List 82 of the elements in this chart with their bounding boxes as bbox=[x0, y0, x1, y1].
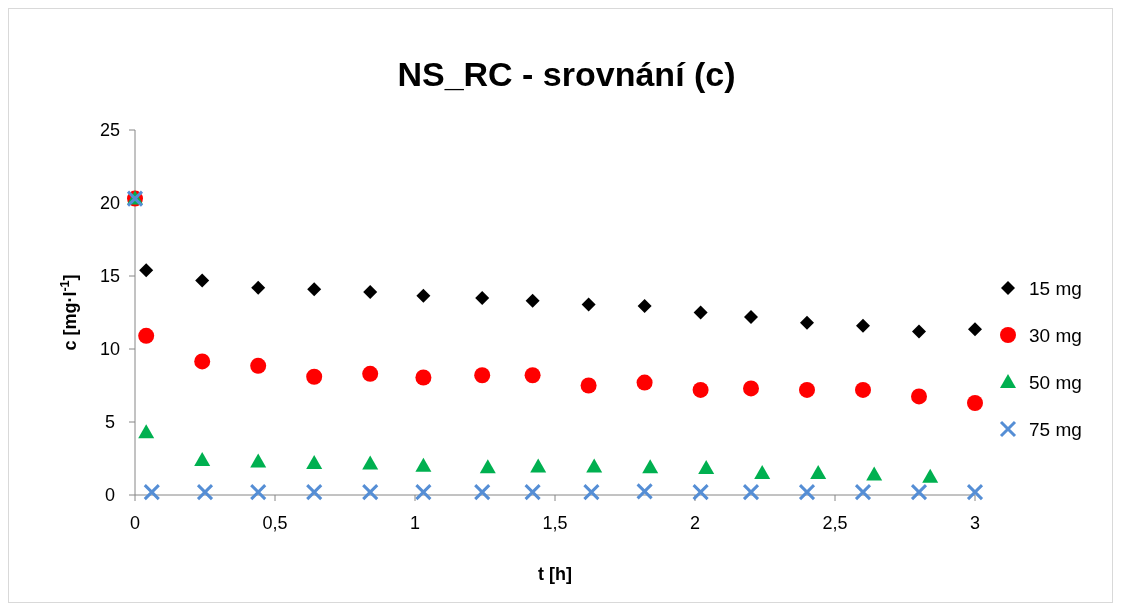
x-tick-label: 1,5 bbox=[542, 513, 568, 533]
point bbox=[479, 459, 496, 474]
point bbox=[966, 483, 984, 501]
x-tick-label: 2,5 bbox=[822, 513, 848, 533]
point bbox=[636, 374, 653, 391]
point bbox=[196, 483, 214, 501]
point bbox=[855, 381, 871, 398]
point bbox=[362, 455, 379, 470]
point bbox=[967, 395, 983, 412]
y-tick-label: 5 bbox=[104, 412, 116, 432]
point bbox=[744, 309, 758, 324]
x-axis-title: t [h] bbox=[538, 564, 572, 584]
point bbox=[306, 368, 323, 385]
point bbox=[139, 263, 154, 278]
point bbox=[742, 483, 760, 501]
legend-label: 50 mg bbox=[1029, 372, 1082, 393]
point bbox=[416, 288, 431, 303]
point bbox=[250, 357, 267, 374]
legend-label: 15 mg bbox=[1029, 278, 1082, 299]
point bbox=[968, 322, 982, 337]
point bbox=[800, 315, 814, 330]
y-tick-label: 10 bbox=[99, 339, 121, 359]
point bbox=[362, 365, 379, 382]
legend-label: 30 mg bbox=[1029, 325, 1082, 346]
point bbox=[250, 453, 267, 468]
legend-label: 75 mg bbox=[1029, 419, 1082, 440]
point bbox=[305, 483, 323, 501]
point bbox=[580, 377, 597, 394]
point bbox=[475, 290, 490, 305]
x-tick-label: 3 bbox=[969, 513, 981, 533]
point bbox=[810, 465, 827, 480]
point bbox=[138, 327, 155, 344]
point bbox=[581, 297, 596, 312]
point bbox=[743, 380, 759, 397]
point bbox=[195, 273, 210, 288]
point bbox=[143, 483, 161, 501]
point bbox=[473, 483, 491, 501]
point bbox=[798, 483, 816, 501]
point bbox=[582, 483, 600, 501]
chart-title: NS_RC - srovnání (c) bbox=[397, 55, 736, 93]
point bbox=[856, 318, 870, 333]
point bbox=[524, 483, 542, 501]
x-tick-label: 0,5 bbox=[262, 513, 288, 533]
point bbox=[414, 483, 432, 501]
point bbox=[922, 468, 939, 483]
point bbox=[637, 298, 652, 313]
point bbox=[415, 457, 432, 472]
point bbox=[912, 324, 926, 339]
y-tick-label: 25 bbox=[99, 120, 121, 140]
x-tick-label: 2 bbox=[689, 513, 701, 533]
point bbox=[194, 451, 211, 466]
y-tick-label: 20 bbox=[99, 193, 121, 213]
y-tick-label: 15 bbox=[99, 266, 121, 286]
point bbox=[530, 458, 547, 473]
point bbox=[636, 482, 654, 500]
point bbox=[692, 381, 709, 398]
point bbox=[525, 293, 540, 308]
point bbox=[754, 465, 771, 480]
point bbox=[474, 367, 491, 384]
y-tick-label: 0 bbox=[104, 485, 116, 505]
point bbox=[415, 369, 432, 386]
point bbox=[138, 424, 155, 439]
point bbox=[799, 381, 815, 398]
point bbox=[249, 483, 267, 501]
point bbox=[363, 285, 378, 300]
x-tick-label: 1 bbox=[409, 513, 421, 533]
point bbox=[306, 454, 323, 469]
point bbox=[692, 483, 710, 501]
point bbox=[911, 388, 927, 405]
point bbox=[693, 305, 708, 320]
point bbox=[307, 282, 322, 297]
point bbox=[698, 459, 715, 474]
point bbox=[854, 483, 872, 501]
point bbox=[361, 483, 379, 501]
point bbox=[866, 466, 883, 481]
point bbox=[586, 458, 603, 473]
point bbox=[910, 483, 928, 501]
point bbox=[251, 280, 266, 295]
point bbox=[524, 367, 541, 384]
point bbox=[642, 459, 659, 474]
x-tick-label: 0 bbox=[129, 513, 141, 533]
point bbox=[194, 353, 211, 370]
